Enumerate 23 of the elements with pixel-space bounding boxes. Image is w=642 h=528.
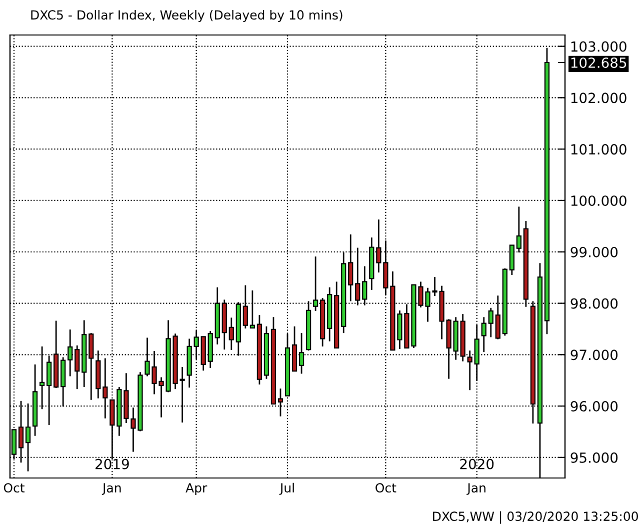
- y-tick-label: 95.000: [570, 452, 618, 463]
- y-tick-label: 102.000: [571, 92, 626, 104]
- y-tick-label: 102.685: [571, 57, 626, 68]
- x2-tick-label: 2019: [96, 458, 129, 470]
- x-tick-label: Oct: [4, 483, 25, 493]
- y-tick-label: 101.000: [571, 144, 626, 155]
- y-tick-label: 103.000: [571, 41, 626, 52]
- y-tick-label: 97.000: [570, 350, 618, 360]
- x-tick-label: Jul: [279, 482, 294, 495]
- text: DXC5,WW | 03/20/2020 13:25:00: [433, 511, 638, 524]
- candlestick: [228, 316, 234, 351]
- y-tick-label: 100.000: [571, 195, 626, 206]
- x-tick-label: Oct: [376, 483, 396, 493]
- y-tick-label: 98.000: [570, 298, 618, 309]
- x-tick-label: Apr: [186, 483, 208, 495]
- candlestick: [481, 316, 486, 353]
- x-tick-label: Jan: [102, 483, 121, 495]
- x-tick-label: Jan: [466, 483, 486, 495]
- candlestick: [488, 307, 494, 338]
- y-tick-label: 96.000: [570, 401, 618, 412]
- chart-title: DXC5 - Dollar Index, Weekly (Delayed by 10 mins): [31, 10, 342, 22]
- y-tick-label: 99.000: [570, 246, 618, 258]
- x2-tick-label: 2020: [460, 458, 494, 470]
